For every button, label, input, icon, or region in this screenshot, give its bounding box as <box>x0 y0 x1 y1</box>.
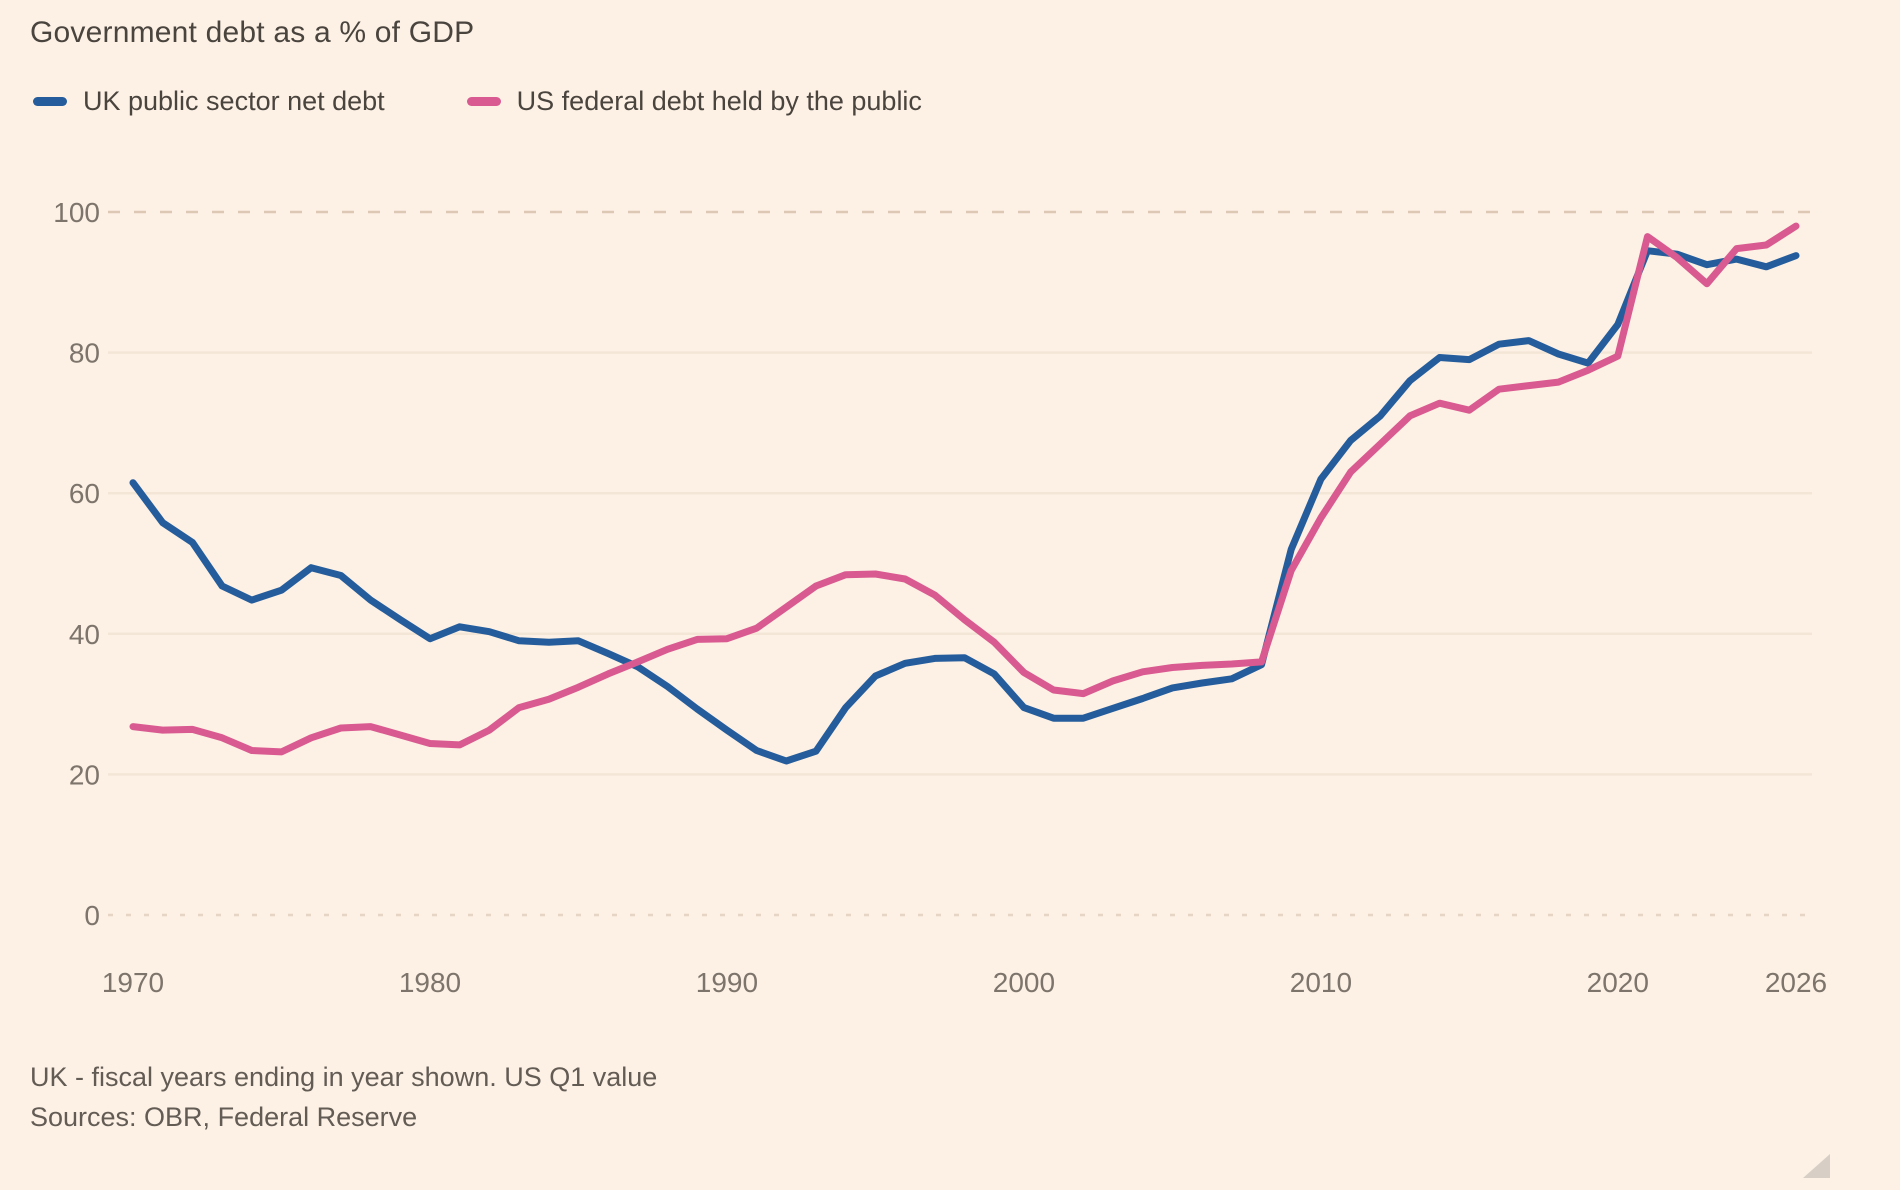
svg-text:60: 60 <box>69 478 100 509</box>
svg-text:1990: 1990 <box>696 967 758 998</box>
chart-title: Government debt as a % of GDP <box>30 16 475 49</box>
svg-text:20: 20 <box>69 759 100 790</box>
svg-text:2020: 2020 <box>1587 967 1649 998</box>
us-line-swatch-icon <box>466 97 501 106</box>
svg-text:100: 100 <box>53 197 100 228</box>
legend-label-us: US federal debt held by the public <box>516 86 922 116</box>
legend-item-us: US federal debt held by the public <box>466 86 922 117</box>
uk-line-swatch-icon <box>33 97 67 106</box>
resize-handle-icon[interactable] <box>1803 1154 1830 1178</box>
svg-text:1980: 1980 <box>399 967 461 998</box>
svg-text:0: 0 <box>84 900 100 931</box>
svg-text:2026: 2026 <box>1765 967 1827 998</box>
svg-text:2010: 2010 <box>1290 967 1352 998</box>
svg-text:2000: 2000 <box>993 967 1055 998</box>
legend-item-uk: UK public sector net debt <box>33 86 385 117</box>
svg-text:80: 80 <box>69 338 100 369</box>
svg-text:40: 40 <box>69 619 100 650</box>
svg-text:1970: 1970 <box>102 967 164 998</box>
legend-label-uk: UK public sector net debt <box>83 86 385 116</box>
chart-footnote: UK - fiscal years ending in year shown. … <box>30 1062 658 1092</box>
chart-sources: Sources: OBR, Federal Reserve <box>30 1102 418 1132</box>
legend: UK public sector net debt US federal deb… <box>33 86 922 117</box>
